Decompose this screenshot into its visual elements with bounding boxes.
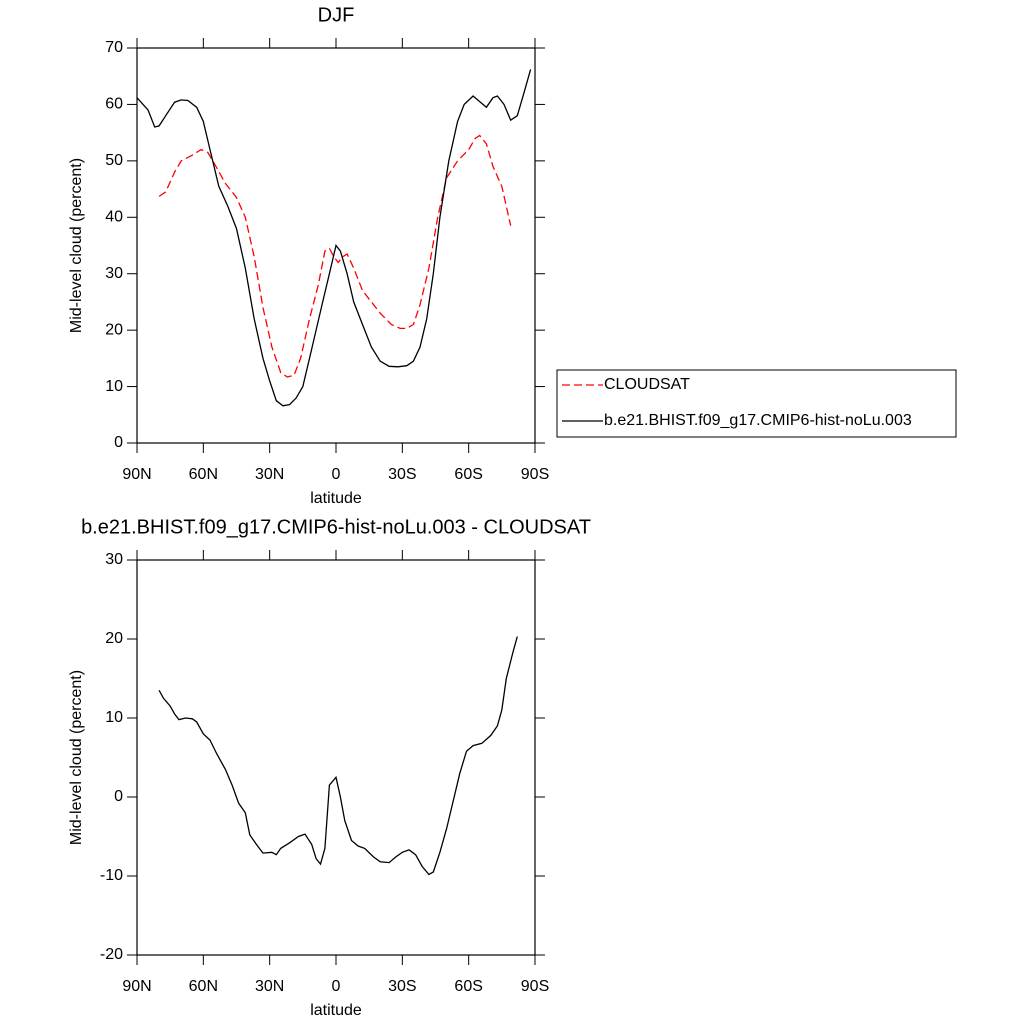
x-tick-label: 30S xyxy=(388,978,416,995)
y-tick-label: 30 xyxy=(105,551,123,568)
x-axis-label: latitude xyxy=(310,1002,362,1019)
x-tick-label: 0 xyxy=(332,466,341,483)
chart-title: DJF xyxy=(318,4,355,26)
y-tick-label: 0 xyxy=(114,434,123,451)
x-tick-label: 60N xyxy=(189,978,218,995)
y-tick-label: 0 xyxy=(114,788,123,805)
y-tick-label: 70 xyxy=(105,39,123,56)
x-axis-label: latitude xyxy=(310,490,362,507)
y-tick-label: 20 xyxy=(105,321,123,338)
plot-frame xyxy=(136,559,536,956)
y-tick-label: 40 xyxy=(105,209,123,226)
x-tick-label: 90N xyxy=(122,466,151,483)
x-tick-label: 90N xyxy=(122,978,151,995)
y-tick-label: 60 xyxy=(105,96,123,113)
data-line xyxy=(158,636,518,876)
x-tick-label: 30N xyxy=(255,978,284,995)
chart-title: b.e21.BHIST.f09_g17.CMIP6-hist-noLu.003 … xyxy=(81,516,591,538)
data-line xyxy=(158,134,512,378)
y-tick-label: 20 xyxy=(105,630,123,647)
x-tick-label: 60S xyxy=(454,978,482,995)
legend-box xyxy=(556,369,957,438)
plot: b.e21.BHIST.f09_g17.CMIP6-hist-noLu.003 … xyxy=(68,516,591,1019)
plot-frame xyxy=(136,47,536,444)
x-tick-label: 60S xyxy=(454,466,482,483)
x-tick-label: 30S xyxy=(388,466,416,483)
y-tick-label: -20 xyxy=(100,946,123,963)
x-tick-label: 60N xyxy=(189,466,218,483)
x-tick-label: 90S xyxy=(521,978,549,995)
plot: DJF latitude Mid-level cloud (percent) 0 10 2… xyxy=(68,4,957,507)
y-tick-label: -10 xyxy=(100,867,123,884)
x-tick-label: 30N xyxy=(255,466,284,483)
x-tick-label: 90S xyxy=(521,466,549,483)
y-axis-label: Mid-level cloud (percent) xyxy=(68,158,85,333)
y-tick-label: 50 xyxy=(105,152,123,169)
y-axis-label: Mid-level cloud (percent) xyxy=(68,670,85,845)
legend-label: b.e21.BHIST.f09_g17.CMIP6-hist-noLu.003 xyxy=(604,412,912,429)
x-tick-label: 0 xyxy=(332,978,341,995)
data-line xyxy=(136,69,532,407)
y-tick-label: 10 xyxy=(105,378,123,395)
y-tick-label: 10 xyxy=(105,709,123,726)
legend: CLOUDSAT b.e21.BHIST.f09_g17.CMIP6-hist-n… xyxy=(556,369,957,438)
y-tick-label: 30 xyxy=(105,265,123,282)
legend-label: CLOUDSAT xyxy=(604,376,690,393)
